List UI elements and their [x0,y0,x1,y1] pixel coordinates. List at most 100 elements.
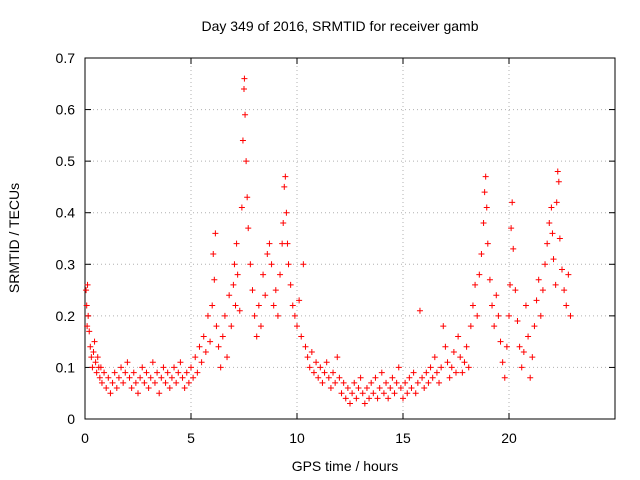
data-point [101,369,108,376]
data-point [495,312,502,319]
data-point [175,369,182,376]
data-point [145,385,152,392]
data-point [168,374,175,381]
data-point [183,369,190,376]
data-point [313,359,320,366]
data-point [400,395,406,402]
x-tick-label: 20 [501,430,517,446]
data-point [190,374,197,381]
data-point [565,271,572,278]
data-point [342,395,349,402]
data-point [149,359,156,366]
data-point [200,333,207,340]
data-point [410,369,417,376]
data-point [421,385,428,392]
data-point [387,385,394,392]
data-point [482,173,489,180]
data-point [427,364,434,371]
data-point [363,385,370,392]
data-point [455,333,462,340]
data-point [83,302,90,309]
data-point [474,312,481,319]
data-point [336,374,343,381]
data-point [493,292,500,299]
data-point [385,395,392,402]
data-point [230,281,237,288]
data-point [179,374,186,381]
data-point [334,354,341,361]
data-point [277,271,284,278]
data-point [463,343,470,350]
data-point [383,379,390,386]
data-point [450,348,457,355]
data-point [436,379,443,386]
data-point [522,302,529,309]
data-point [453,369,459,376]
data-point [173,379,180,386]
data-point [226,292,233,299]
y-tick-label: 0.1 [56,359,76,375]
data-point [554,168,561,175]
data-point [497,338,504,345]
y-tick-label: 0.2 [56,308,76,324]
data-point [285,261,292,268]
data-point [160,364,167,371]
data-point [279,240,286,247]
data-point [217,364,224,371]
data-point [215,343,222,350]
data-point [177,359,184,366]
data-point [438,364,445,371]
data-point [510,245,517,252]
data-point [151,379,158,386]
data-point [194,369,201,376]
data-point [212,230,219,237]
data-point [98,379,105,386]
data-point [340,379,347,386]
data-point [376,385,383,392]
data-point [231,261,238,268]
data-point [224,354,231,361]
data-point [241,85,247,92]
data-point [84,281,91,288]
data-point [257,323,264,330]
data-point [366,395,373,402]
data-point [274,312,281,319]
data-point [304,354,311,361]
x-tick-label: 10 [289,430,305,446]
data-point [221,312,228,319]
data-point [196,343,203,350]
data-point [368,379,375,386]
plot-area-border [84,57,616,420]
data-point [489,302,496,309]
data-point [202,348,209,355]
y-tick-label: 0.5 [56,153,76,169]
data-point [327,385,334,392]
data-point [393,379,400,386]
data-point [171,364,178,371]
data-point [546,220,553,227]
data-point [130,369,137,376]
data-point [132,379,139,386]
data-point [266,240,273,247]
data-point [539,287,546,294]
data-point [397,385,404,392]
data-point [404,390,411,397]
data-point [105,374,112,381]
data-point [126,374,133,381]
data-point [542,261,549,268]
data-point [124,359,131,366]
data-point [268,261,275,268]
x-tick-label: 15 [395,430,411,446]
data-point [389,374,396,381]
data-point [429,374,436,381]
data-point [111,369,118,376]
data-point [552,281,559,288]
data-point [419,374,426,381]
data-point [461,359,468,366]
data-point [499,359,506,366]
data-point [253,333,260,340]
data-point [243,158,250,165]
data-point [446,374,453,381]
data-point [402,379,409,386]
data-point [94,354,101,361]
